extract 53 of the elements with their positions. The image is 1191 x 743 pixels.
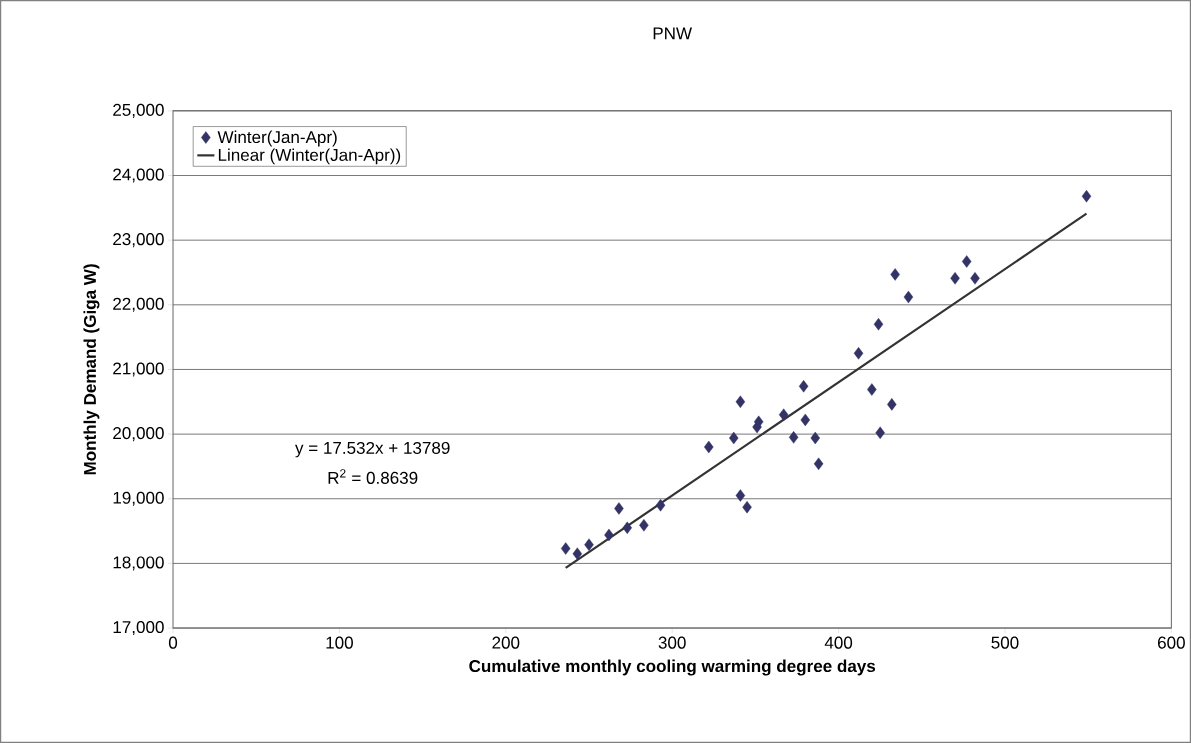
point [950, 272, 960, 285]
point [1081, 190, 1092, 203]
point [572, 547, 583, 560]
point [735, 395, 746, 409]
point [798, 380, 809, 393]
y-tick-label: 20,000 [113, 427, 164, 442]
x-axis-title: Cumulative monthly cooling warming degree days [469, 659, 876, 676]
point [890, 268, 900, 281]
point [614, 502, 624, 515]
point [867, 383, 877, 396]
point [584, 538, 594, 551]
y-tick-label: 22,000 [113, 297, 164, 312]
point [735, 489, 746, 502]
point [853, 347, 864, 360]
point [800, 413, 811, 427]
point [560, 542, 571, 555]
point [729, 431, 739, 445]
x-tick-label: 400 [824, 636, 853, 649]
point [961, 255, 972, 268]
point [810, 431, 820, 445]
point [873, 318, 884, 331]
y-tick-label: 24,000 [113, 168, 164, 183]
x-tick-label: 200 [492, 636, 520, 649]
y-tick-label: 19,000 [113, 491, 164, 506]
x-tick-label: 0 [168, 636, 178, 649]
point [639, 519, 649, 532]
point [887, 398, 897, 411]
legend-label: Winter(Jan-Apr) [217, 130, 337, 147]
annotation: y = 17.532x + 13789 [295, 441, 450, 458]
point [778, 408, 789, 421]
point [704, 440, 714, 454]
legend-label: Linear (Winter(Jan-Apr)) [218, 148, 401, 165]
annotation: R$^{2}$ = 0.8639 [328, 469, 418, 484]
point [970, 272, 980, 285]
y-tick-label: 23,000 [113, 233, 164, 248]
y-tick-label: 18,000 [113, 556, 164, 571]
chart-title: PNW [653, 27, 692, 40]
x-tick-label: 300 [658, 636, 686, 649]
point [813, 457, 824, 471]
point [742, 500, 752, 514]
point [655, 499, 666, 512]
x-tick-label: 100 [326, 636, 353, 649]
point [622, 521, 632, 535]
y-tick-label: 21,000 [113, 362, 164, 377]
x-tick-label: 500 [991, 636, 1019, 649]
y-tick-label: 17,000 [113, 621, 164, 636]
point [875, 426, 885, 440]
y-tick-label: 25,000 [113, 103, 164, 118]
y-axis-title: Monthly Demand (Giga W) [83, 264, 100, 475]
point [788, 431, 799, 444]
point [903, 290, 914, 304]
point [604, 528, 614, 542]
x-tick-label: 600 [1158, 636, 1185, 649]
